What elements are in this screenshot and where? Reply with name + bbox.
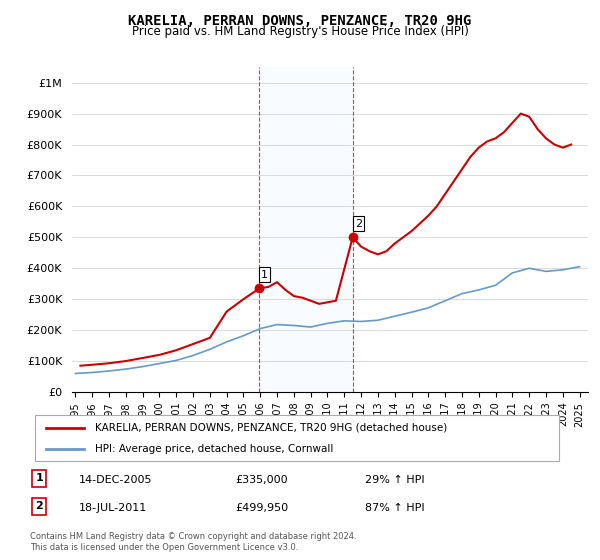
Text: Contains HM Land Registry data © Crown copyright and database right 2024.
This d: Contains HM Land Registry data © Crown c… (30, 532, 356, 552)
Text: KARELIA, PERRAN DOWNS, PENZANCE, TR20 9HG: KARELIA, PERRAN DOWNS, PENZANCE, TR20 9H… (128, 14, 472, 28)
Text: Price paid vs. HM Land Registry's House Price Index (HPI): Price paid vs. HM Land Registry's House … (131, 25, 469, 38)
FancyBboxPatch shape (35, 416, 559, 461)
Text: HPI: Average price, detached house, Cornwall: HPI: Average price, detached house, Corn… (95, 444, 333, 454)
Text: 29% ↑ HPI: 29% ↑ HPI (365, 475, 424, 485)
Bar (259, 67, 353, 392)
Text: £335,000: £335,000 (235, 475, 288, 485)
Text: 2: 2 (355, 218, 362, 228)
Text: £499,950: £499,950 (235, 503, 289, 513)
Text: 2: 2 (35, 501, 43, 511)
Text: KARELIA, PERRAN DOWNS, PENZANCE, TR20 9HG (detached house): KARELIA, PERRAN DOWNS, PENZANCE, TR20 9H… (95, 423, 447, 433)
Text: 1: 1 (261, 269, 268, 279)
Text: 14-DEC-2005: 14-DEC-2005 (79, 475, 152, 485)
Text: 1: 1 (35, 473, 43, 483)
Text: 18-JUL-2011: 18-JUL-2011 (79, 503, 147, 513)
Text: 87% ↑ HPI: 87% ↑ HPI (365, 503, 424, 513)
